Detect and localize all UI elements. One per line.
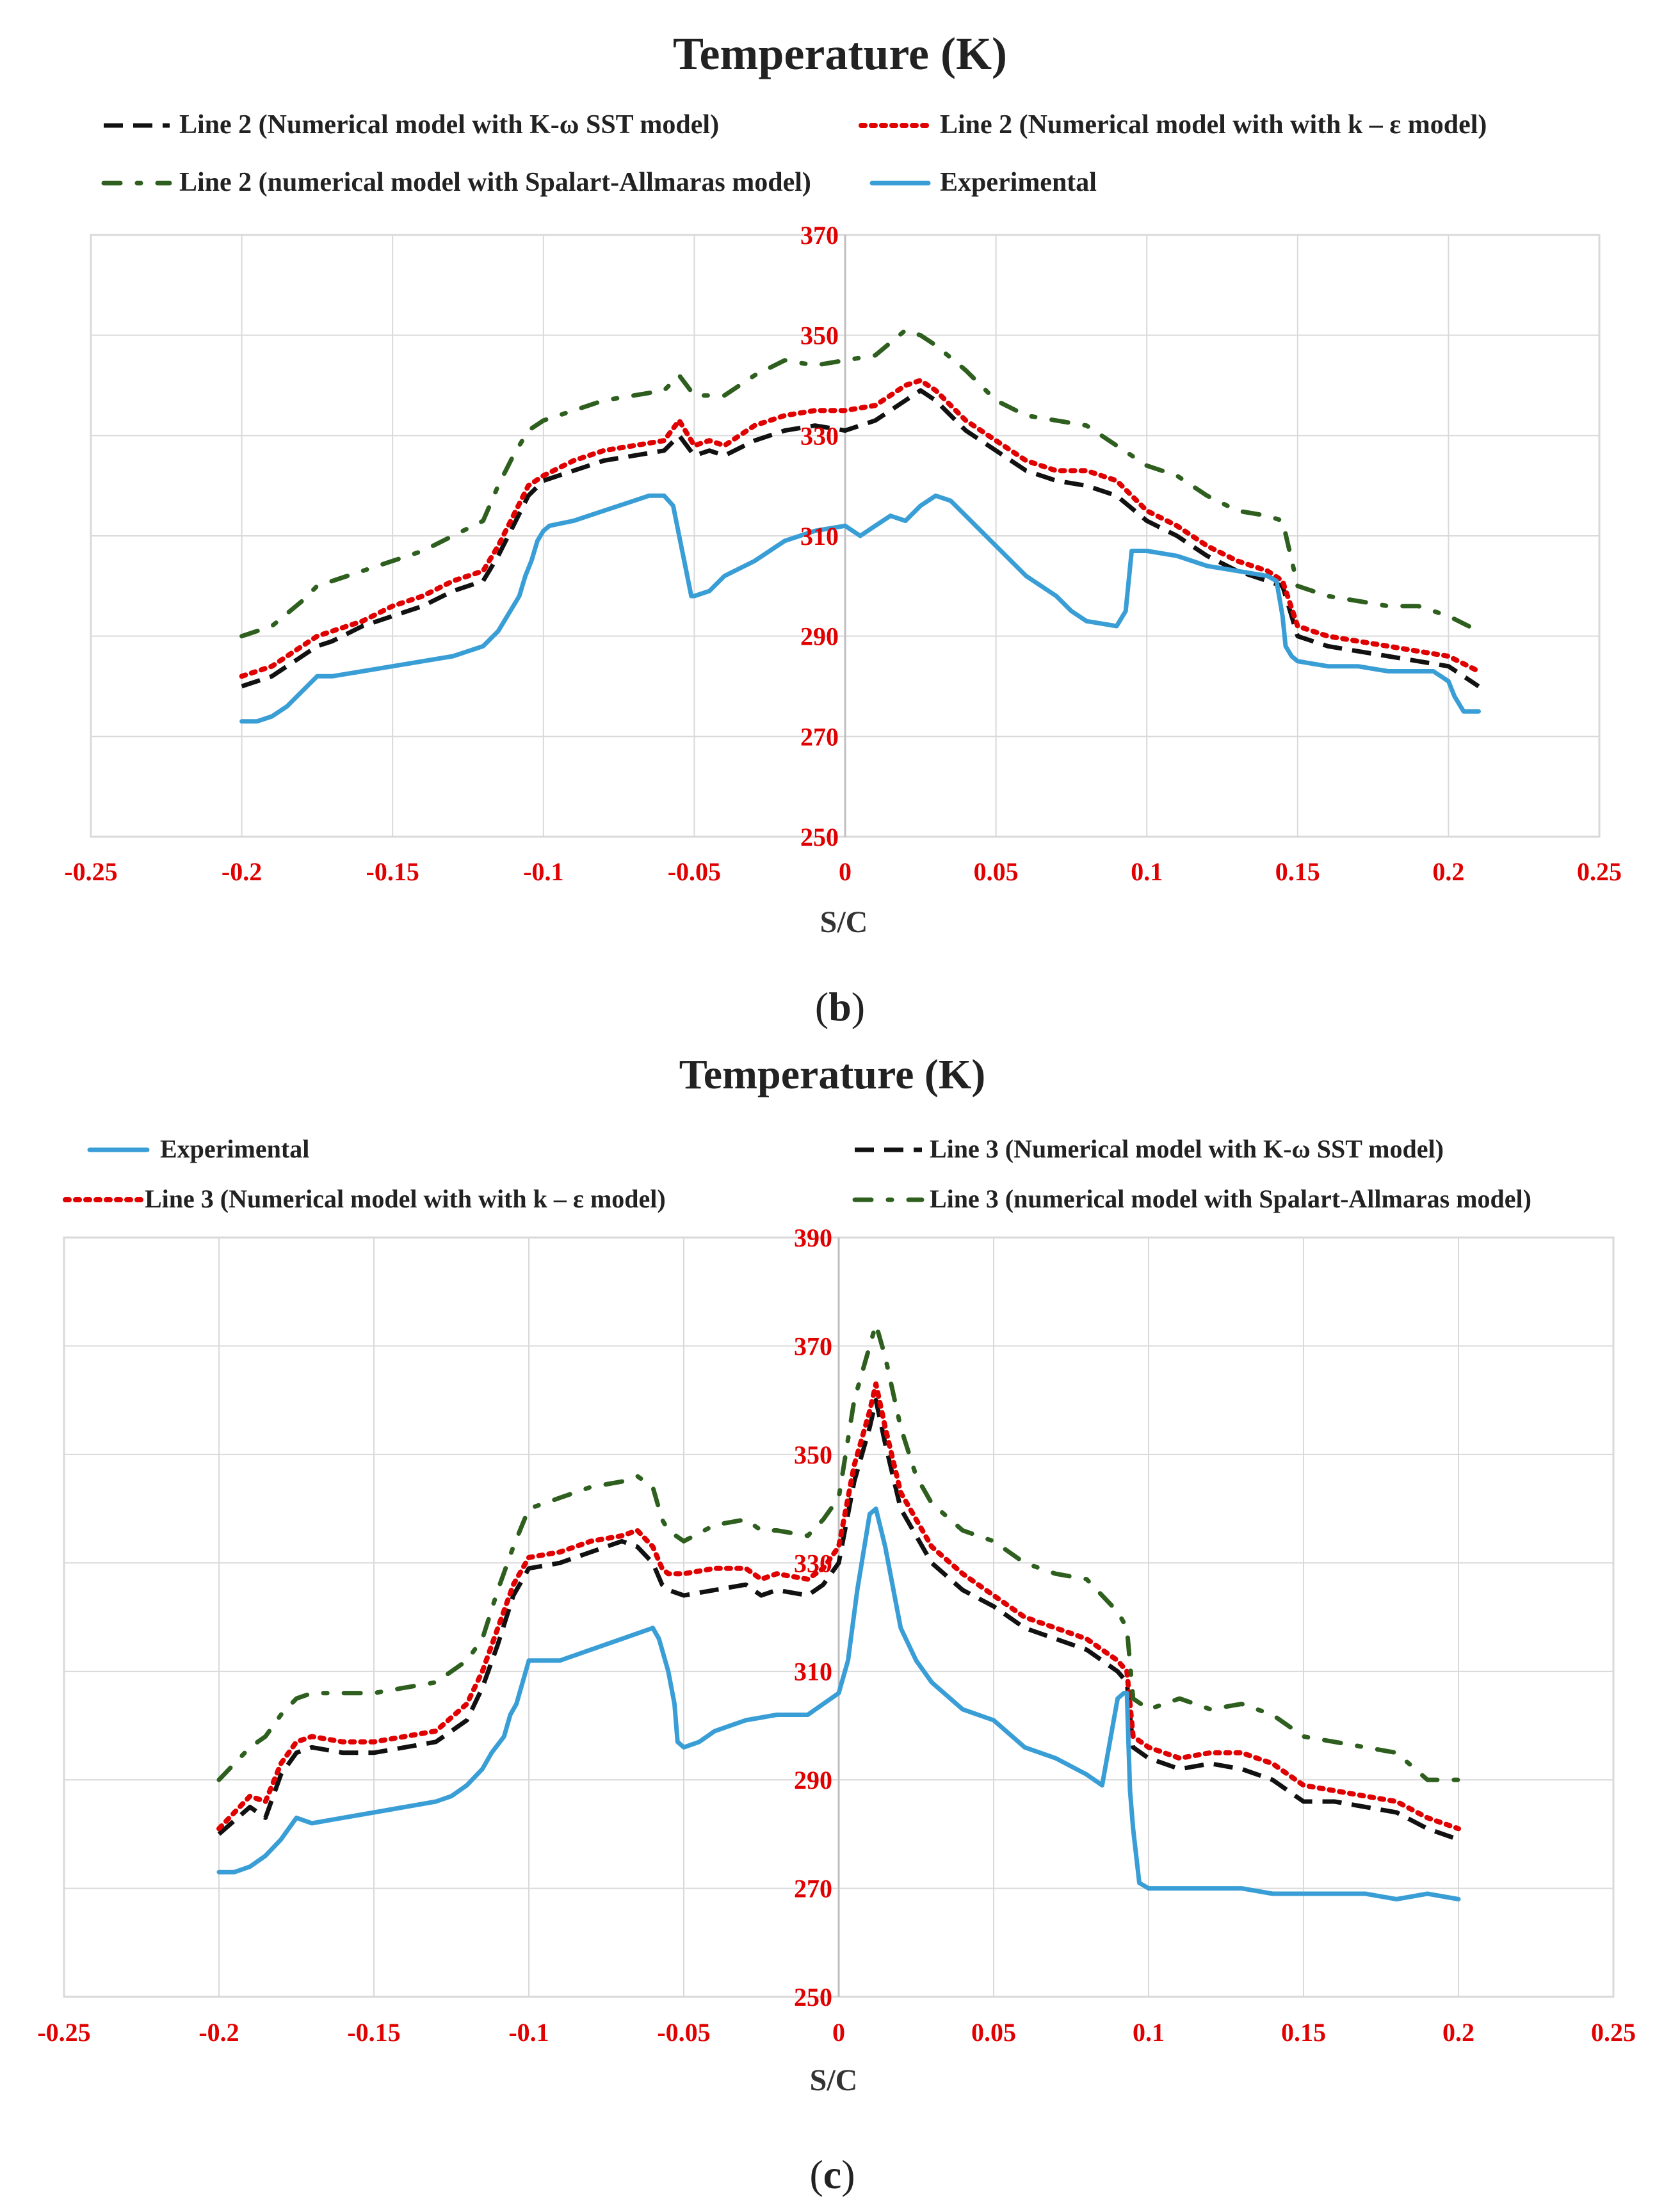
x-tick-label: 0.15 (1275, 857, 1320, 886)
legend-label-exp: Experimental (160, 1134, 309, 1163)
x-tick-label: -0.1 (508, 2018, 549, 2047)
y-tick-label: 350 (794, 1440, 832, 1469)
x-tick-labels: -0.25 -0.2 -0.15 -0.1 -0.05 0 0.05 0.1 0.15 0.2 0.… (64, 857, 1622, 886)
x-tick-label: -0.25 (37, 2018, 90, 2047)
y-tick-label: 250 (800, 823, 839, 851)
legend-label-ke: Line 3 (Numerical model with with k – ε … (145, 1184, 666, 1213)
x-axis-label: S/C (810, 2063, 858, 2097)
x-tick-label: 0.05 (971, 2018, 1016, 2047)
legend: Line 2 (Numerical model with K-ω SST mod… (101, 110, 1487, 197)
x-tick-label: -0.2 (198, 2018, 239, 2047)
gridlines (90, 234, 1600, 837)
chart-title: Temperature (K) (679, 1051, 985, 1098)
series-line-sst (241, 388, 1480, 689)
x-tick-label: 0.1 (1131, 857, 1163, 886)
y-tick-labels: 250 270 290 310 330 350 370 (800, 221, 839, 851)
panel-caption-b: (b) (815, 984, 865, 1029)
legend-label-ke: Line 2 (Numerical model with with k – ε … (940, 110, 1487, 140)
series-line-ke (216, 1381, 1461, 1832)
x-tick-label: -0.25 (64, 857, 117, 886)
series-line-sa (216, 1322, 1461, 1782)
legend-label-sa: Line 2 (numerical model with Spalart-All… (179, 168, 811, 197)
chart-title: Temperature (K) (673, 28, 1007, 79)
chart-panel-b: Temperature (K) Line 2 (Numerical model … (64, 28, 1622, 1029)
x-tick-label: -0.15 (366, 857, 419, 886)
y-tick-label: 250 (794, 1983, 832, 2012)
y-tick-label: 370 (794, 1332, 832, 1360)
y-tick-label: 390 (794, 1223, 832, 1252)
x-tick-label: 0.2 (1432, 857, 1464, 886)
series-line-exp (239, 493, 1481, 724)
x-tick-label: -0.05 (668, 857, 721, 886)
x-tick-label: 0.15 (1281, 2018, 1326, 2047)
y-tick-label: 310 (800, 522, 839, 551)
series-line-exp (216, 1506, 1461, 1901)
y-tick-label: 330 (800, 421, 839, 450)
y-tick-label: 290 (794, 1766, 832, 1795)
x-tick-label: 0 (832, 2018, 845, 2047)
x-tick-label: 0.1 (1133, 2018, 1165, 2047)
x-tick-label: -0.15 (347, 2018, 400, 2047)
series-layer (239, 328, 1482, 724)
legend-label-exp: Experimental (940, 168, 1097, 197)
y-tick-label: 270 (794, 1875, 832, 1903)
series-line-sst (217, 1398, 1460, 1842)
chart-panel-c: Temperature (K) Experimental Line 3 (Num… (37, 1051, 1636, 2197)
x-tick-label: -0.1 (523, 857, 563, 886)
series-line-ke (239, 378, 1482, 679)
series-line-sa (239, 328, 1481, 639)
legend-label-sa: Line 3 (numerical model with Spalart-All… (930, 1184, 1531, 1213)
x-tick-label: 0 (839, 857, 852, 886)
x-tick-label: 0.25 (1577, 857, 1622, 886)
y-tick-label: 310 (794, 1658, 832, 1686)
y-tick-label: 270 (800, 722, 839, 751)
x-tick-label: 0.05 (974, 857, 1019, 886)
x-tick-label: 0.25 (1591, 2018, 1636, 2047)
panel-caption-c: (c) (809, 2152, 855, 2197)
legend-label-sst: Line 3 (Numerical model with K-ω SST mod… (930, 1134, 1444, 1163)
y-tick-label: 290 (800, 622, 839, 651)
y-tick-label: 350 (800, 321, 839, 350)
y-tick-label: 330 (794, 1549, 832, 1577)
legend-label-sst: Line 2 (Numerical model with K-ω SST mod… (179, 110, 719, 140)
x-axis-label: S/C (820, 905, 868, 939)
gridlines (63, 1237, 1614, 1997)
x-tick-label: 0.2 (1442, 2018, 1474, 2047)
series-layer (216, 1322, 1461, 1901)
x-tick-label: -0.05 (657, 2018, 710, 2047)
x-tick-label: -0.2 (222, 857, 262, 886)
x-tick-labels: -0.25 -0.2 -0.15 -0.1 -0.05 0 0.05 0.1 0.15 0.2 0.… (37, 2018, 1636, 2047)
legend: Experimental Line 3 (Numerical model wit… (63, 1134, 1531, 1213)
y-tick-labels: 250 270 290 310 330 350 370 390 (794, 1223, 832, 2012)
y-tick-label: 370 (800, 221, 839, 250)
